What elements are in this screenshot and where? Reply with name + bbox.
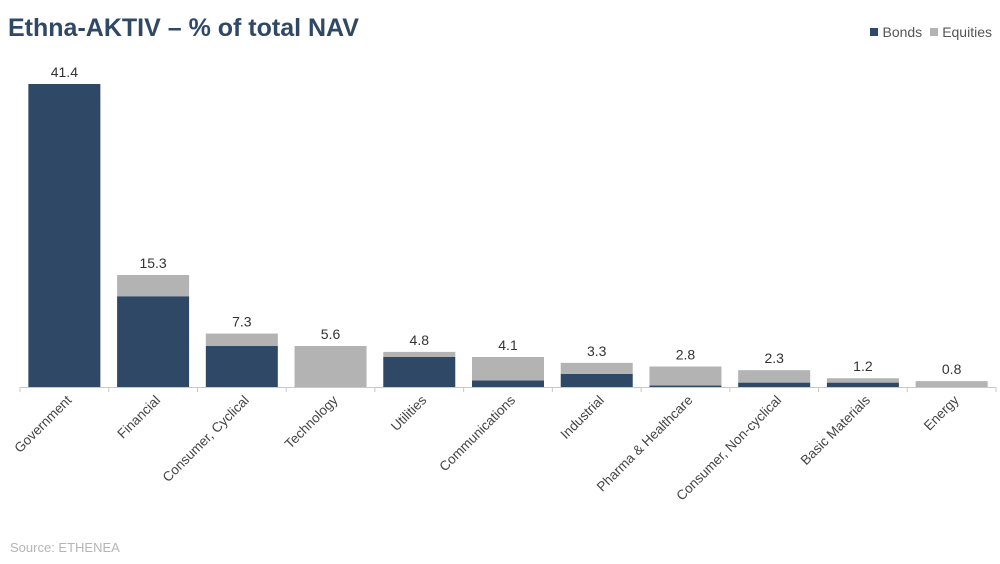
data-label-7: 2.8: [676, 347, 696, 363]
chart-title: Ethna-AKTIV – % of total NAV: [8, 14, 359, 42]
bar-bonds-5: [472, 380, 544, 387]
bar-equities-4: [383, 351, 456, 357]
bar-equities-2: [205, 333, 278, 347]
category-label-8: Consumer, Non-cyclical: [673, 393, 784, 504]
category-label-6: Industrial: [558, 393, 607, 442]
category-label-7: Pharma & Healthcare: [594, 393, 696, 495]
data-label-8: 2.3: [764, 350, 784, 366]
bar-equities-5: [472, 356, 544, 381]
data-label-9: 1.2: [853, 358, 873, 374]
category-label-10: Energy: [921, 392, 962, 433]
data-label-2: 7.3: [232, 314, 252, 330]
bar-bonds-9: [826, 382, 899, 387]
data-label-5: 4.1: [498, 337, 518, 353]
bar-bonds-7: [649, 385, 722, 387]
category-label-9: Basic Materials: [798, 392, 874, 468]
category-label-2: Consumer, Cyclical: [160, 393, 252, 485]
data-label-0: 41.4: [51, 64, 78, 80]
bar-bonds-8: [738, 382, 811, 387]
bar-equities-10: [915, 381, 988, 387]
bar-bonds-2: [205, 346, 278, 387]
category-label-3: Technology: [282, 392, 341, 451]
legend-label-bonds: Bonds: [882, 24, 923, 40]
bar-equities-9: [826, 378, 899, 383]
source-note: Source: ETHENEA: [10, 540, 120, 555]
data-label-6: 3.3: [587, 343, 607, 359]
bar-equities-8: [738, 370, 811, 383]
data-label-1: 15.3: [139, 255, 166, 271]
bar-equities-3: [294, 346, 367, 387]
bar-bonds-1: [117, 296, 190, 387]
bar-bonds-0: [28, 84, 101, 387]
data-label-4: 4.8: [410, 332, 430, 348]
bar-equities-7: [649, 366, 722, 386]
bar-equities-6: [560, 362, 633, 374]
legend-item-bonds: Bonds: [870, 24, 922, 40]
bar-equities-1: [117, 275, 190, 297]
category-label-5: Communications: [436, 392, 518, 474]
category-label-4: Utilities: [388, 392, 430, 434]
legend-item-equities: Equities: [930, 24, 992, 40]
legend-swatch-equities: [930, 28, 939, 36]
data-label-10: 0.8: [942, 361, 962, 377]
bar-bonds-4: [383, 356, 456, 387]
legend: Bonds Equities: [862, 24, 992, 40]
category-label-0: Government: [11, 392, 74, 455]
legend-label-equities: Equities: [942, 24, 992, 40]
bar-bonds-6: [560, 373, 633, 387]
category-label-1: Financial: [114, 393, 163, 442]
legend-swatch-bonds: [870, 28, 879, 36]
data-label-3: 5.6: [321, 326, 341, 342]
